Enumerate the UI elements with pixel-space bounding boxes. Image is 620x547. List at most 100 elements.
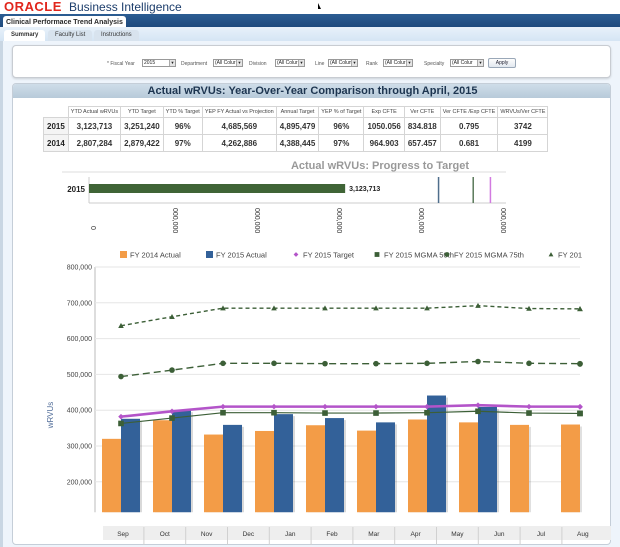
bar-fy2015: [274, 414, 293, 513]
x-tick-label: Dec: [243, 531, 255, 538]
specialty-select[interactable]: (All Colur ▼: [450, 59, 484, 67]
y-tick-label: 300,000: [67, 444, 92, 451]
data-point-circle: [271, 360, 277, 367]
data-point-square: [475, 408, 481, 415]
table-cell: 4,262,886: [201, 134, 277, 152]
data-point-square: [322, 410, 328, 416]
y-tick-label: 200,000: [67, 479, 92, 486]
table-cell: 4199: [497, 134, 549, 152]
legend-label: FY 2014 Actual: [130, 251, 181, 260]
data-point-square: [526, 410, 532, 416]
legend-marker-diamond: [293, 252, 299, 257]
bar-fy2014: [153, 420, 172, 513]
mouse-cursor-icon: [318, 3, 321, 9]
progress-bar: [89, 184, 346, 193]
data-point-triangle: [373, 305, 379, 311]
progress-chart-title: Actual wRVUs: Progress to Target: [291, 160, 469, 172]
data-point-square: [424, 409, 430, 416]
data-point-triangle: [271, 305, 277, 311]
data-point-circle: [322, 360, 328, 367]
data-point-circle: [373, 360, 379, 367]
data-point-circle: [118, 373, 124, 380]
bar-fy2015: [121, 418, 140, 513]
tab-instructions[interactable]: Instructions: [94, 30, 139, 41]
dashboard-tab[interactable]: Clinical Performace Trend Analysis: [3, 16, 126, 29]
product-name: Business Intelligence: [69, 0, 182, 14]
y-tick-label: 700,000: [67, 300, 92, 307]
data-point-square: [373, 410, 379, 416]
line-value: (All Colun: [330, 60, 352, 66]
x-tick-label: Aug: [577, 531, 589, 538]
division-label: Division: [249, 61, 267, 67]
apply-button[interactable]: Apply: [488, 58, 516, 68]
data-point-square: [271, 409, 277, 416]
data-point-square: [220, 409, 226, 416]
department-select[interactable]: (All Colur ▼: [213, 59, 243, 67]
x-tick-label: May: [451, 531, 464, 538]
data-point-triangle: [322, 305, 328, 311]
x-tick-label: Sep: [117, 531, 129, 538]
bar-fy2014: [357, 430, 376, 513]
data-point-diamond: [271, 403, 277, 410]
table-cell: 964.903: [363, 134, 405, 152]
tab-faculty-list[interactable]: Faculty List: [48, 30, 93, 41]
line-select[interactable]: (All Colun ▼: [328, 59, 358, 67]
x-tick-label: Jul: [537, 531, 546, 538]
division-value: (All Colur: [277, 60, 298, 66]
bar-fy2014: [204, 434, 223, 513]
y-tick-label: 400,000: [67, 408, 92, 415]
progress-axis-tick-label: 000,000: [171, 208, 178, 233]
progress-axis-tick-label: 000,000: [335, 208, 342, 233]
progress-axis-tick-label: 000,000: [499, 208, 506, 233]
y-tick-label: 500,000: [67, 372, 92, 379]
specialty-label: Specialty: [424, 61, 445, 67]
data-point-diamond: [118, 413, 124, 420]
x-tick-label: Feb: [326, 531, 338, 538]
legend-swatch: [206, 251, 213, 258]
table-cell: 657.457: [403, 134, 441, 152]
x-tick-label: Mar: [368, 531, 380, 538]
chevron-down-icon: ▼: [351, 60, 357, 66]
data-point-diamond: [475, 402, 481, 408]
progress-axis-tick-label: 000,000: [253, 208, 260, 233]
chevron-down-icon: ▼: [477, 60, 483, 66]
data-point-triangle: [220, 305, 226, 311]
data-point-triangle: [424, 305, 430, 311]
x-tick-label: Apr: [411, 531, 422, 538]
kpi-table: YTD Actual wRVUs YTD Target YTD % Target…: [43, 106, 549, 152]
table-row: 2015 3,123,713 3,251,240 96% 4,685,569 4…: [43, 117, 549, 135]
data-point-triangle: [577, 306, 583, 312]
panel-header: Actual wRVUs: Year-Over-Year Comparison …: [13, 84, 610, 98]
legend-marker-square: [374, 252, 380, 257]
data-point-triangle: [526, 305, 532, 311]
line-label: Line: [315, 61, 325, 67]
bar-fy2015: [427, 395, 446, 513]
specialty-value: (All Colur: [452, 60, 473, 66]
department-label: Department: [181, 61, 208, 67]
data-point-diamond: [526, 403, 532, 410]
y-tick-label: 600,000: [67, 336, 92, 343]
progress-axis-tick-label: 000,000: [417, 208, 424, 233]
data-point-diamond: [220, 403, 226, 410]
data-point-triangle: [118, 322, 124, 328]
x-tick-label: Jun: [494, 531, 505, 538]
bar-fy2015: [325, 418, 344, 513]
y-axis-label: wRVUs: [46, 402, 55, 430]
x-tick-label: Nov: [201, 531, 213, 538]
data-point-square: [118, 420, 124, 427]
data-point-circle: [424, 360, 430, 367]
fiscal-year-select[interactable]: 2015 ▼: [142, 59, 176, 67]
rank-select[interactable]: (All Colur ▼: [383, 59, 413, 67]
data-point-circle: [577, 361, 583, 367]
section-title: Actual wRVUs: Year-Over-Year Comparison …: [147, 85, 478, 97]
data-point-diamond: [577, 404, 583, 410]
x-axis-band: [103, 526, 611, 540]
bar-fy2014: [102, 438, 121, 513]
bar-fy2015: [376, 422, 395, 513]
tab-summary[interactable]: Summary: [4, 30, 46, 41]
bar-fy2014: [561, 424, 580, 513]
fiscal-year-value: 2015: [144, 60, 156, 66]
bar-fy2014: [306, 425, 325, 513]
division-select[interactable]: (All Colur ▼: [275, 59, 305, 67]
